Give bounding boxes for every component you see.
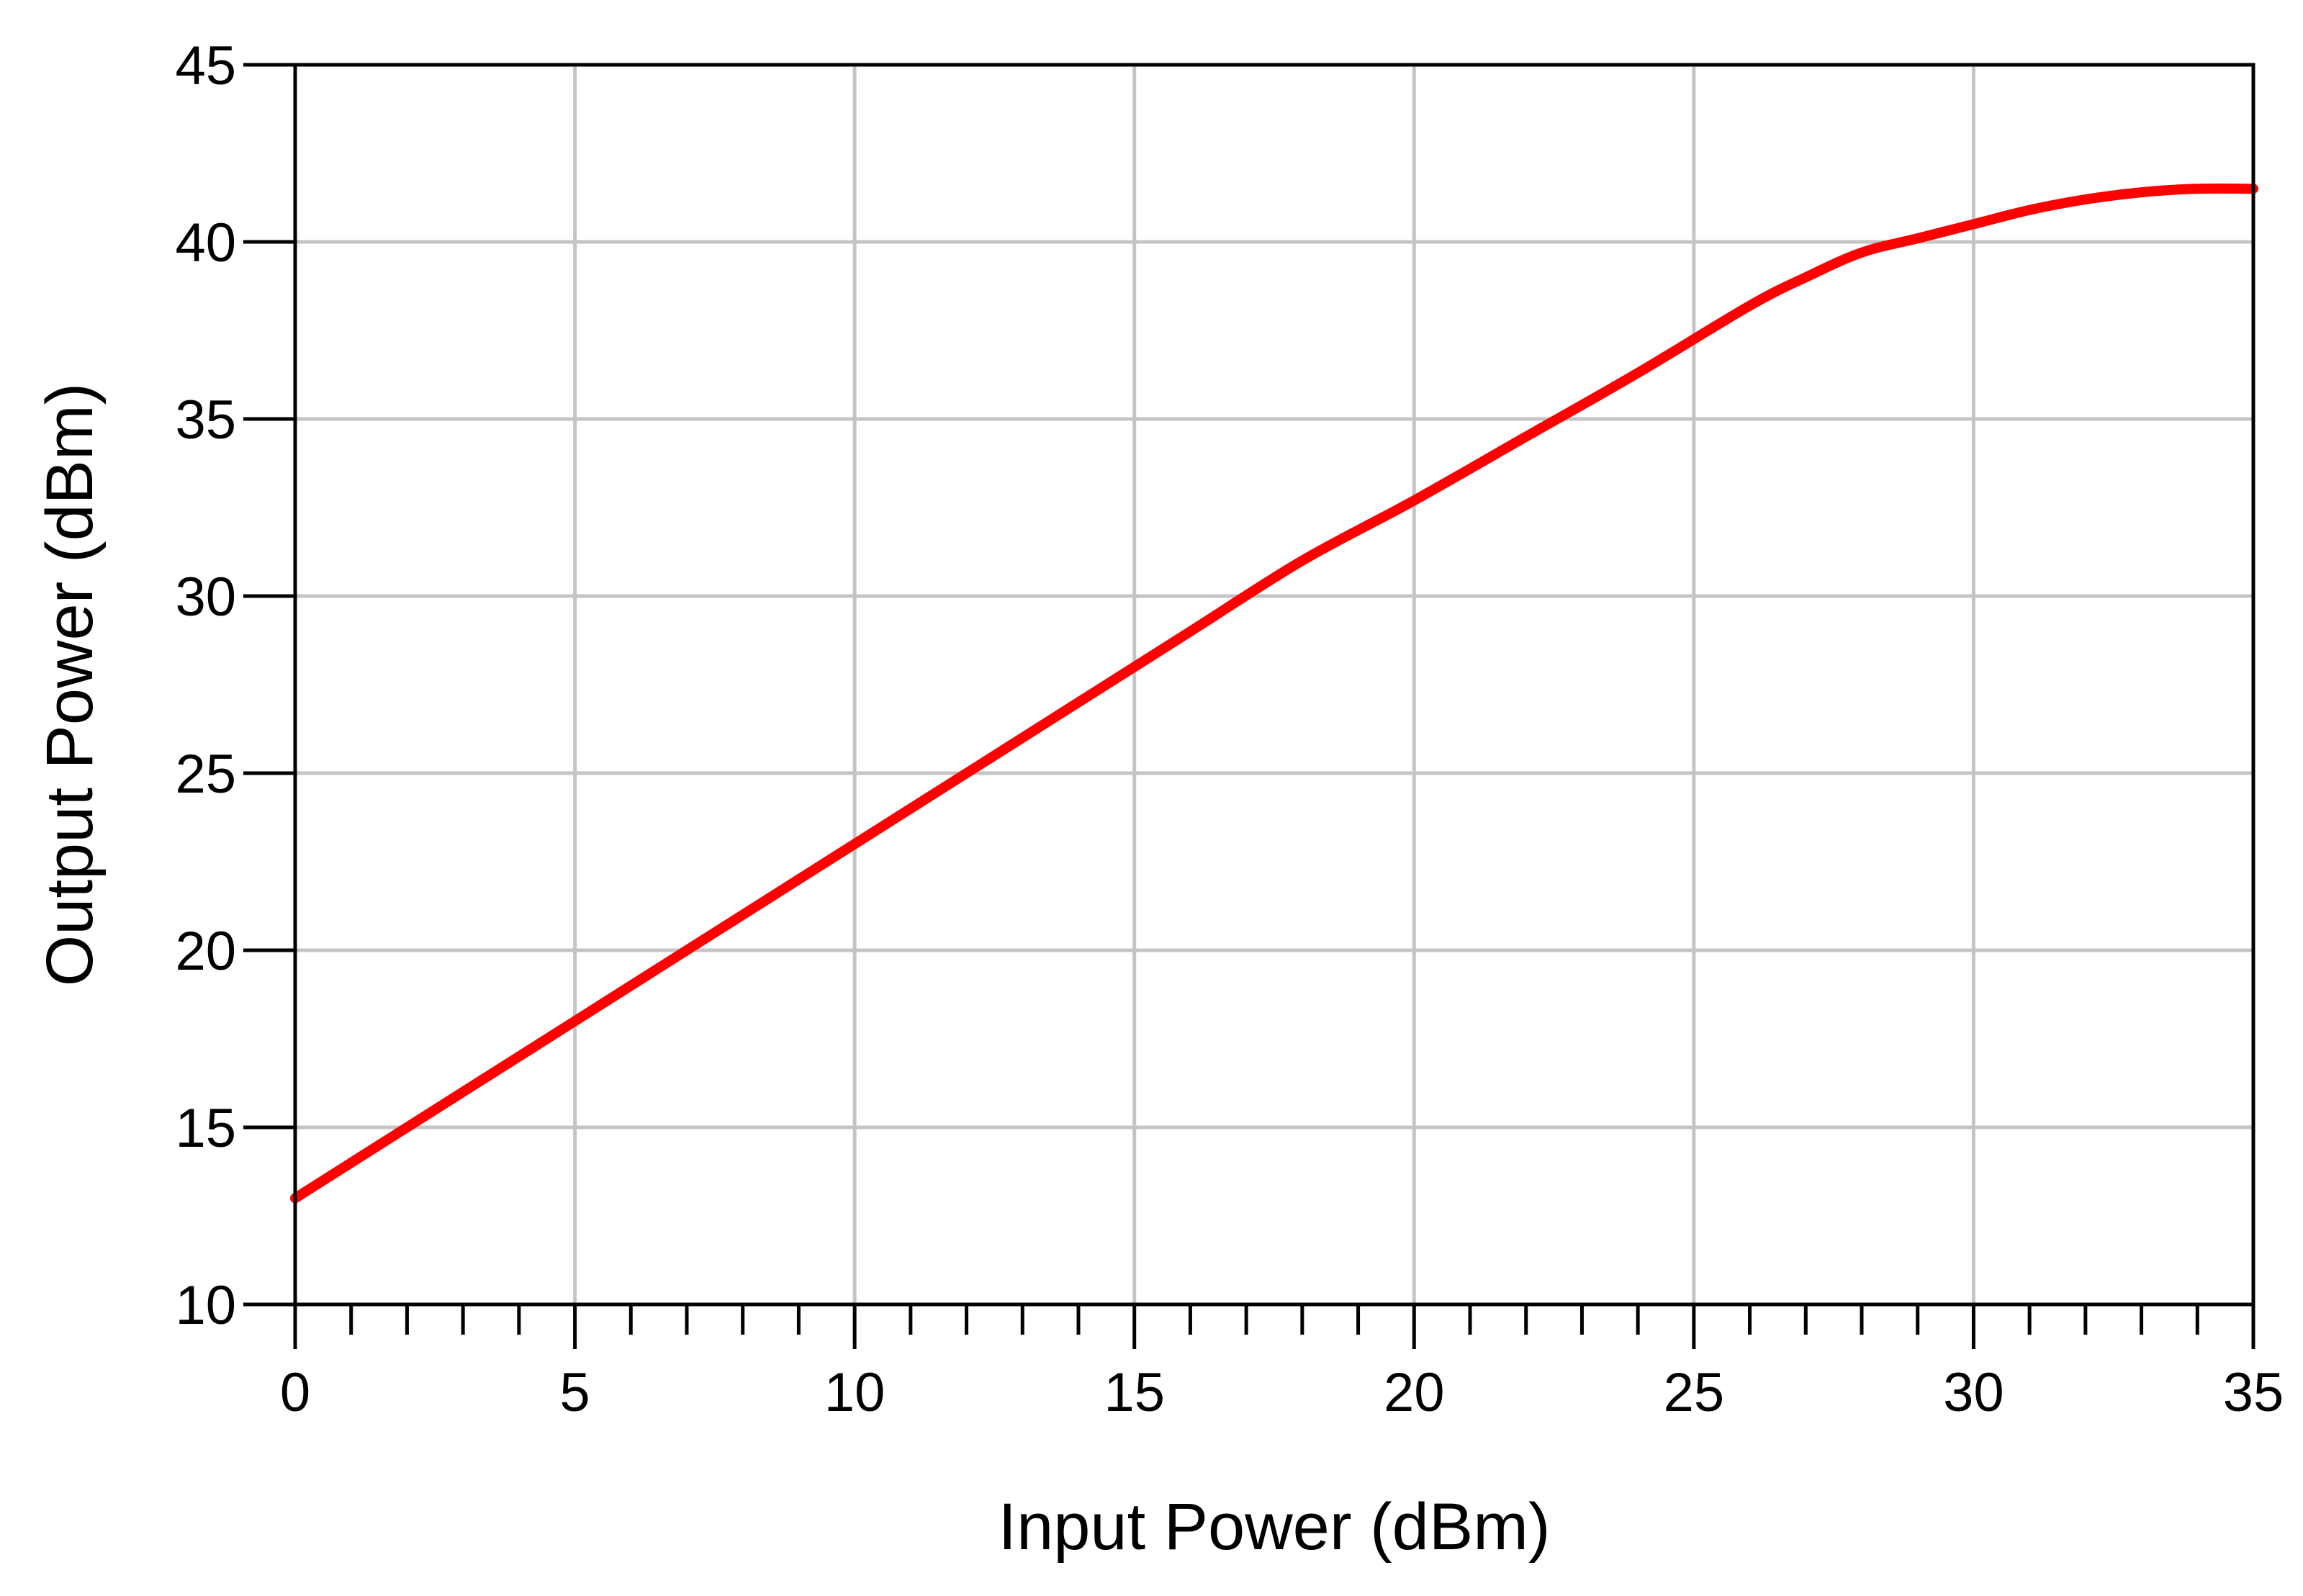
grid-lines (293, 63, 2255, 1307)
y-tick-labels: 10 15 20 25 30 35 40 45 (175, 35, 236, 1336)
plot-frame (293, 63, 2255, 1307)
y-tick-label: 30 (175, 567, 236, 628)
output-power-series-line (290, 183, 2258, 1204)
y-axis-title: Output Power (dBm) (33, 383, 107, 987)
x-tick-label: 5 (559, 1362, 590, 1423)
x-tick-label: 20 (1384, 1362, 1445, 1423)
x-minor-ticks (349, 1304, 2199, 1335)
major-ticks (243, 63, 2255, 1349)
y-tick-label: 40 (175, 212, 236, 274)
x-tick-label: 0 (280, 1362, 310, 1423)
x-tick-label: 35 (2223, 1362, 2284, 1423)
x-tick-labels: 0 5 10 15 20 25 30 35 (280, 1362, 2284, 1423)
y-tick-label: 35 (175, 389, 236, 451)
x-tick-label: 15 (1104, 1362, 1165, 1423)
x-tick-label: 30 (1943, 1362, 2004, 1423)
series-layer (290, 183, 2258, 1204)
y-tick-label: 25 (175, 744, 236, 805)
x-axis-title: Input Power (dBm) (999, 1490, 1551, 1564)
y-tick-label: 10 (175, 1275, 236, 1336)
y-tick-label: 45 (175, 35, 236, 96)
y-tick-label: 20 (175, 921, 236, 982)
x-tick-label: 25 (1664, 1362, 1725, 1423)
x-tick-label: 10 (824, 1362, 885, 1423)
y-tick-label: 15 (175, 1098, 236, 1159)
